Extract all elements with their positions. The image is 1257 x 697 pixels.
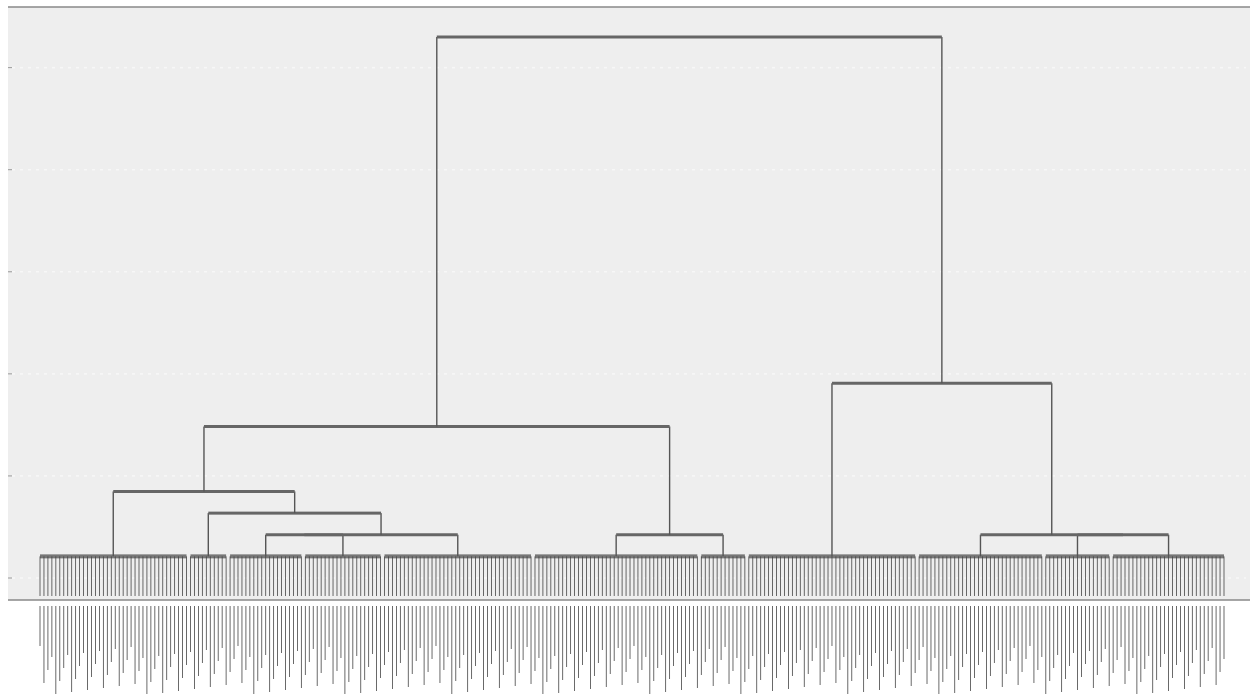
grid-layer [8,66,1246,579]
plot-background-layer [8,6,1250,601]
leaf-label-layer [39,606,1225,694]
plot-panel [8,7,1250,600]
dendrogram-links-layer [112,35,1170,557]
